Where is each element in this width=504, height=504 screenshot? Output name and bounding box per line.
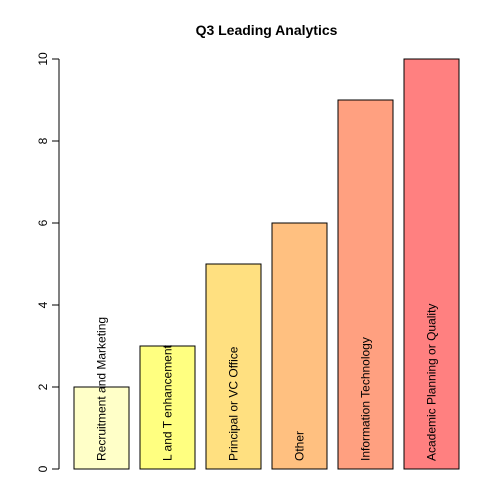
bar-label-1: Recruitment and Marketing bbox=[95, 317, 109, 461]
bar-6 bbox=[403, 58, 460, 470]
bar-1 bbox=[73, 386, 130, 470]
y-tick-label: 4 bbox=[36, 301, 50, 308]
bar-4 bbox=[271, 222, 328, 470]
y-tick-label: 8 bbox=[36, 137, 50, 144]
bars-group: Recruitment and Marketing L and T enhance… bbox=[73, 58, 460, 470]
y-tick-label: 6 bbox=[36, 219, 50, 226]
chart-title: Q3 Leading Analytics bbox=[196, 22, 338, 38]
bar-label-4: Other bbox=[293, 431, 307, 461]
y-tick-label: 2 bbox=[36, 383, 50, 390]
bar-2 bbox=[139, 345, 196, 470]
bar-label-5: Information Technology bbox=[359, 337, 373, 461]
bar-label-6: Academic Planning or Quality bbox=[425, 304, 439, 461]
bar-label-3: Principal or VC Office bbox=[227, 346, 241, 461]
y-axis: 0 2 4 6 8 10 bbox=[36, 52, 60, 472]
bar-5 bbox=[337, 99, 394, 470]
y-tick-label: 0 bbox=[36, 465, 50, 472]
y-tick-label: 10 bbox=[36, 52, 50, 66]
bar-3 bbox=[205, 263, 262, 470]
bar-label-2: L and T enhancement bbox=[161, 344, 175, 461]
